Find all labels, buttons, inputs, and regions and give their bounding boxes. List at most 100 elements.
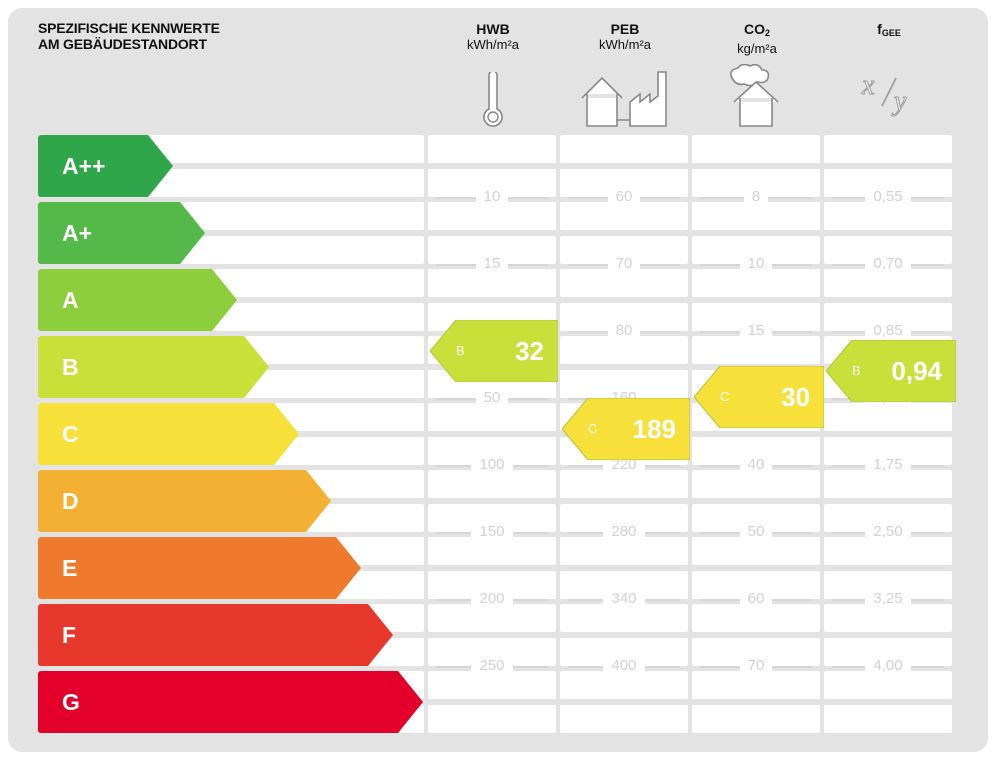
grid-cell xyxy=(560,604,688,632)
svg-text:x: x xyxy=(861,70,875,101)
tick-label: 400 xyxy=(568,657,680,674)
grid-cell xyxy=(692,671,820,699)
rating-marker-fgee: B 0,94 xyxy=(826,340,956,402)
class-band: A+ xyxy=(38,202,206,264)
tick-value: 200 xyxy=(471,590,513,607)
class-band-label: G xyxy=(62,689,80,715)
rating-marker-co2: C 30 xyxy=(694,366,824,428)
class-band: C xyxy=(38,403,300,465)
class-band-shape xyxy=(38,470,331,532)
grid-cell xyxy=(824,470,952,498)
grid-cell xyxy=(692,705,820,733)
class-band-label: E xyxy=(62,555,78,581)
tick-label: 70 xyxy=(568,255,680,272)
tick-label: 2,50 xyxy=(832,523,944,540)
tick-value: 0,70 xyxy=(865,255,911,272)
tick-value: 40 xyxy=(739,456,773,473)
class-band: B xyxy=(38,336,270,398)
grid-cell xyxy=(428,202,556,230)
tick-label: 50 xyxy=(700,523,812,540)
tick-value: 8 xyxy=(743,188,769,205)
tick-label: 220 xyxy=(568,456,680,473)
tick-label: 100 xyxy=(436,456,548,473)
tick-value: 2,50 xyxy=(865,523,911,540)
tick-value: 60 xyxy=(607,188,641,205)
column-header-peb: PEB kWh/m²a xyxy=(599,21,651,53)
tick-label: 0,85 xyxy=(832,322,944,339)
grid-cell xyxy=(824,269,952,297)
svg-text:y: y xyxy=(891,86,907,117)
grid-cell xyxy=(560,705,688,733)
grid-cell xyxy=(824,705,952,733)
thermometer-icon xyxy=(478,70,508,133)
tick-value: 60 xyxy=(739,590,773,607)
rating-class: B xyxy=(852,363,861,378)
class-band-shape xyxy=(38,336,269,398)
tick-value: 80 xyxy=(607,322,641,339)
tick-label: 60 xyxy=(568,188,680,205)
rating-marker-hwb: B 32 xyxy=(430,320,558,382)
class-band-label: C xyxy=(62,421,79,447)
tick-label: 10 xyxy=(436,188,548,205)
tick-value: 70 xyxy=(739,657,773,674)
grid-cell xyxy=(560,336,688,364)
grid-cell xyxy=(824,671,952,699)
column-header-co2: CO2 kg/m²a xyxy=(737,21,777,57)
class-band-shape xyxy=(38,202,205,264)
grid-cell xyxy=(428,135,556,163)
house-factory-icon xyxy=(578,68,674,133)
tick-value: 50 xyxy=(739,523,773,540)
column-header-hwb: HWB kWh/m²a xyxy=(467,21,519,53)
tick-label: 8 xyxy=(700,188,812,205)
grid-cell xyxy=(428,269,556,297)
grid-cell xyxy=(692,537,820,565)
grid-cell xyxy=(692,604,820,632)
grid-cell xyxy=(560,269,688,297)
column-header-fgee: fGEE xyxy=(877,21,901,39)
class-band: F xyxy=(38,604,394,666)
tick-label: 50 xyxy=(436,389,548,406)
rating-marker-peb: C 189 xyxy=(562,398,690,460)
tick-label: 0,70 xyxy=(832,255,944,272)
tick-label: 340 xyxy=(568,590,680,607)
class-band: E xyxy=(38,537,362,599)
tick-label: 15 xyxy=(436,255,548,272)
grid-cell xyxy=(428,671,556,699)
tick-value: 10 xyxy=(739,255,773,272)
tick-label: 3,25 xyxy=(832,590,944,607)
grid-cell xyxy=(428,470,556,498)
class-band-shape xyxy=(38,403,299,465)
grid-cell xyxy=(692,470,820,498)
tick-label: 70 xyxy=(700,657,812,674)
grid-cell xyxy=(824,403,952,431)
class-band-shape xyxy=(38,537,361,599)
tick-label: 60 xyxy=(700,590,812,607)
ratio-xy-icon: x y xyxy=(858,70,922,125)
rating-class: C xyxy=(588,421,598,436)
class-band-label: A xyxy=(62,287,79,313)
grid-cell xyxy=(560,671,688,699)
grid-cell xyxy=(560,537,688,565)
grid-cell xyxy=(560,202,688,230)
tick-label: 150 xyxy=(436,523,548,540)
tick-value: 280 xyxy=(603,523,645,540)
grid-cell xyxy=(560,135,688,163)
rating-class: C xyxy=(720,389,730,404)
tick-value: 150 xyxy=(471,523,513,540)
tick-label: 40 xyxy=(700,456,812,473)
class-band: D xyxy=(38,470,332,532)
class-band: A xyxy=(38,269,238,331)
rating-value: 0,94 xyxy=(891,356,942,386)
tick-value: 50 xyxy=(475,389,509,406)
tick-value: 0,55 xyxy=(865,188,911,205)
class-band-label: F xyxy=(62,622,77,648)
tick-label: 250 xyxy=(436,657,548,674)
tick-value: 4,00 xyxy=(865,657,911,674)
grid-cell xyxy=(692,202,820,230)
tick-value: 70 xyxy=(607,255,641,272)
tick-label: 4,00 xyxy=(832,657,944,674)
tick-value: 220 xyxy=(603,456,645,473)
grid-cell xyxy=(824,202,952,230)
class-band-shape xyxy=(38,671,423,733)
tick-value: 250 xyxy=(471,657,513,674)
